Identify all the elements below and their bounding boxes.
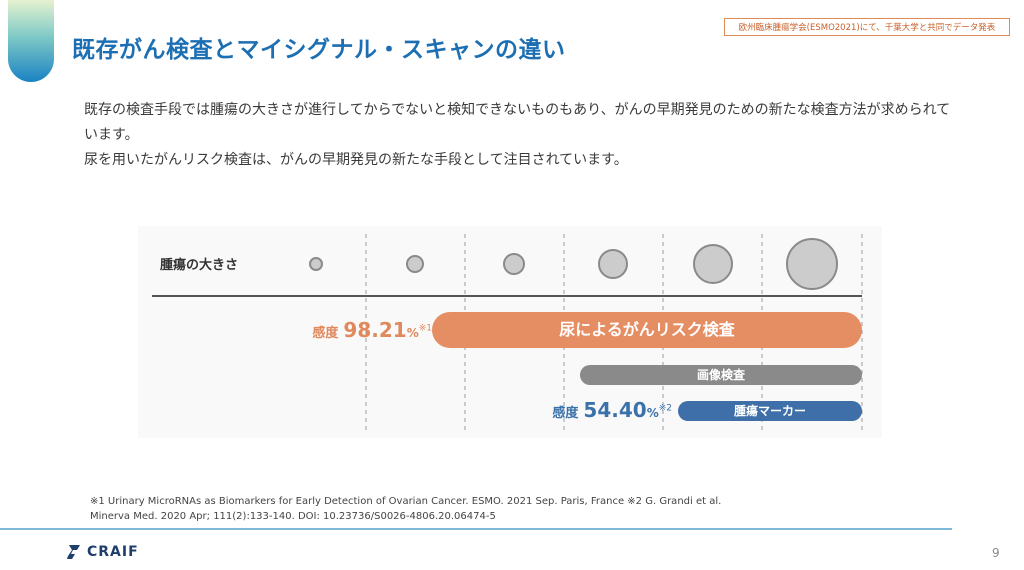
diagram-graphics: [152, 234, 863, 432]
sensitivity-urine-prefix: 感度: [312, 326, 339, 341]
sensitivity-urine-unit: %: [406, 326, 419, 340]
tumor-size-circle: [309, 257, 323, 271]
company-logo: CRAIF: [66, 543, 139, 561]
footnote: ※1 Urinary MicroRNAs as Biomarkers for E…: [90, 494, 850, 524]
page-number: 9: [992, 546, 1000, 560]
presentation-badge: 欧州臨床腫瘍学会(ESMO2021)にて、千葉大学と共同でデータ発表: [724, 18, 1010, 36]
urine-test-bar: 尿によるがんリスク検査: [432, 312, 862, 348]
intro-text: 既存の検査手段では腫瘍の大きさが進行してからでないと検知できないものもあり、がん…: [84, 98, 964, 173]
tumor-size-circle: [503, 253, 525, 275]
intro-line-1: 既存の検査手段では腫瘍の大きさが進行してからでないと検知できないものもあり、がん…: [84, 102, 951, 143]
sensitivity-urine-note: ※1: [418, 323, 432, 334]
logo-text: CRAIF: [87, 544, 139, 560]
tumor-size-circle: [786, 238, 838, 290]
tumor-size-label: 腫瘍の大きさ: [160, 258, 239, 273]
sensitivity-urine: 感度 98.21%※1: [312, 318, 432, 342]
comparison-diagram: 腫瘍の大きさ 感度 98.21%※1 尿によるがんリスク検査 画像検査 感度 5…: [138, 226, 882, 438]
tumor-size-circle: [598, 249, 628, 279]
imaging-test-bar: 画像検査: [580, 365, 862, 385]
sensitivity-marker: 感度 54.40%※2: [552, 398, 672, 422]
craif-logo-icon: [67, 545, 80, 559]
tumor-size-circle: [406, 255, 424, 273]
page-title: 既存がん検査とマイシグナル・スキャンの違い: [72, 37, 566, 63]
footnote-line-1: ※1 Urinary MicroRNAs as Biomarkers for E…: [90, 496, 722, 507]
sensitivity-marker-unit: %: [646, 406, 659, 420]
sensitivity-marker-note: ※2: [658, 403, 672, 414]
tumor-size-circle: [693, 244, 733, 284]
footnote-line-2: Minerva Med. 2020 Apr; 111(2):133-140. D…: [90, 511, 496, 522]
sensitivity-marker-value: 54.40: [583, 398, 647, 422]
tumor-marker-bar: 腫瘍マーカー: [678, 401, 862, 421]
sensitivity-marker-prefix: 感度: [552, 406, 579, 421]
accent-tab: [8, 0, 54, 82]
intro-line-2: 尿を用いたがんリスク検査は、がんの早期発見の新たな手段として注目されています。: [84, 152, 628, 168]
sensitivity-urine-value: 98.21: [343, 318, 407, 342]
footer-divider: [0, 528, 952, 530]
